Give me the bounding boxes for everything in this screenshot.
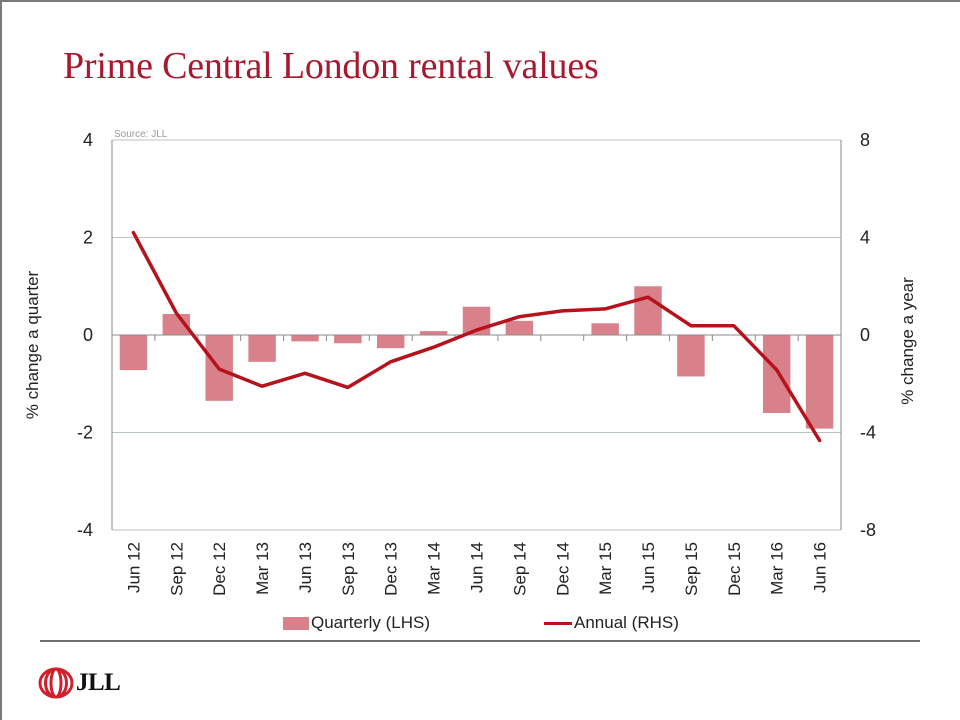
bar-layer bbox=[119, 286, 834, 429]
legend-label-quarterly: Quarterly (LHS) bbox=[311, 613, 431, 632]
category-label: Dec 15 bbox=[725, 542, 744, 596]
category-label: Mar 15 bbox=[596, 542, 615, 595]
logo-text: JLL bbox=[76, 669, 121, 696]
category-label: Dec 14 bbox=[553, 542, 572, 596]
category-label: Jun 15 bbox=[639, 542, 658, 593]
bar-jun-12 bbox=[119, 335, 148, 371]
bar-sep-13 bbox=[334, 335, 362, 344]
legend-swatch-bar bbox=[283, 616, 309, 630]
legend: Quarterly (LHS) Annual (RHS) bbox=[0, 613, 960, 637]
axis-layer bbox=[111, 140, 842, 530]
category-label: Mar 14 bbox=[425, 542, 444, 595]
legend-item-quarterly: Quarterly (LHS) bbox=[283, 613, 430, 633]
category-label: Jun 16 bbox=[811, 542, 830, 593]
legend-item-annual: Annual (RHS) bbox=[544, 613, 679, 633]
left-tick-label: -4 bbox=[77, 520, 93, 540]
slide-border-top bbox=[0, 0, 960, 2]
slide-border-left bbox=[0, 0, 2, 720]
slide-title: Prime Central London rental values bbox=[63, 45, 599, 87]
bar-mar-16 bbox=[762, 335, 791, 413]
source-note: Source: JLL bbox=[114, 129, 168, 140]
right-tick-label: 0 bbox=[860, 325, 870, 345]
right-tick-label: -8 bbox=[860, 520, 876, 540]
annual-line bbox=[131, 230, 822, 443]
category-label: Mar 13 bbox=[253, 542, 272, 595]
bar-sep-15 bbox=[677, 335, 705, 377]
line-layer bbox=[131, 230, 822, 443]
grid-layer bbox=[112, 139, 841, 531]
category-label: Dec 13 bbox=[382, 542, 401, 596]
bar-dec-13 bbox=[377, 335, 405, 349]
right-tick-label: 8 bbox=[860, 130, 870, 150]
category-label: Jun 12 bbox=[124, 542, 143, 593]
bar-jun-16 bbox=[805, 335, 834, 429]
jll-logo: JLL bbox=[38, 667, 121, 699]
category-label: Sep 13 bbox=[339, 542, 358, 596]
right-tick-label: -4 bbox=[860, 423, 876, 443]
right-axis-title: % change a year bbox=[898, 277, 917, 405]
category-label: Jun 13 bbox=[296, 542, 315, 593]
category-label: Jun 14 bbox=[468, 542, 487, 593]
left-tick-label: 4 bbox=[83, 130, 93, 150]
legend-label-annual: Annual (RHS) bbox=[574, 613, 679, 632]
category-label: Sep 14 bbox=[510, 542, 529, 596]
bar-jun-13 bbox=[291, 335, 319, 342]
zero-layer bbox=[111, 334, 842, 341]
bar-mar-14 bbox=[419, 331, 448, 335]
bar-jun-15 bbox=[634, 286, 662, 335]
category-label: Sep 15 bbox=[682, 542, 701, 596]
bar-mar-15 bbox=[591, 323, 619, 335]
bar-sep-14 bbox=[505, 320, 534, 335]
category-label: Mar 16 bbox=[768, 542, 787, 595]
category-label: Dec 12 bbox=[210, 542, 229, 596]
label-layer: 4 2 0 -2 -4 8 4 0 -4 -8 % change a quarter % change… bbox=[23, 129, 917, 596]
legend-swatch-line bbox=[544, 621, 572, 625]
left-tick-label: 0 bbox=[83, 325, 93, 345]
bar-mar-13 bbox=[248, 335, 276, 362]
left-tick-label: 2 bbox=[83, 228, 93, 248]
left-axis-title: % change a quarter bbox=[23, 270, 42, 419]
category-label: Sep 12 bbox=[167, 542, 186, 596]
left-tick-label: -2 bbox=[77, 423, 93, 443]
jll-helix-icon bbox=[38, 667, 74, 699]
right-tick-label: 4 bbox=[860, 228, 870, 248]
footer-divider bbox=[40, 640, 920, 642]
